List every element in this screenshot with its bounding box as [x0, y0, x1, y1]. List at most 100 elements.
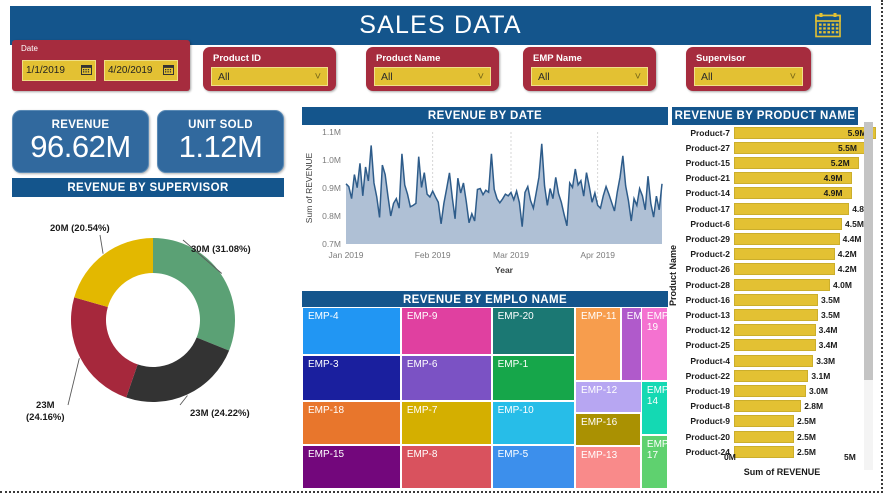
- slicer-label-product-name: Product Name: [376, 53, 441, 64]
- scrollbar-thumb[interactable]: [864, 122, 873, 380]
- bar-fill[interactable]: [734, 445, 794, 458]
- bar-fill[interactable]: [734, 308, 818, 321]
- bar-fill[interactable]: [734, 339, 816, 352]
- calendar-small-icon[interactable]: [81, 64, 92, 78]
- bar-fill[interactable]: [734, 187, 852, 200]
- bar-category-label: Product-27: [685, 142, 730, 153]
- treemap-cell[interactable]: EMP-15: [302, 445, 401, 489]
- date-end-field[interactable]: 4/20/2019: [104, 60, 178, 81]
- bar-fill[interactable]: [734, 217, 842, 230]
- bar-row[interactable]: Product-13 3.5M: [672, 308, 858, 321]
- treemap-cell-label: EMP-8: [406, 449, 438, 461]
- bar-row[interactable]: Product-25 3.4M: [672, 339, 858, 352]
- bar-row[interactable]: Product-4 3.3M: [672, 354, 858, 367]
- donut-slice[interactable]: [126, 337, 230, 402]
- bar-fill[interactable]: [734, 293, 818, 306]
- donut-chart-revenue-by-supervisor[interactable]: 30M (31.08%) 23M (24.22%) 23M (24.16%) 20M (…: [8, 200, 298, 450]
- chevron-down-icon[interactable]: ˅: [634, 70, 641, 83]
- treemap-cell[interactable]: EMP-11: [575, 307, 621, 381]
- treemap-cell[interactable]: EMP-3: [302, 355, 401, 401]
- bar-value-label: 3.5M: [821, 309, 840, 320]
- bar-fill[interactable]: [734, 172, 852, 185]
- treemap-cell[interactable]: EMP-10: [491, 400, 576, 446]
- bar-fill[interactable]: [734, 263, 835, 276]
- bar-fill[interactable]: [734, 202, 850, 215]
- bar-row[interactable]: Product-7 5.9M: [672, 126, 876, 139]
- treemap-cell[interactable]: EMP-7: [400, 400, 492, 446]
- slicer-product-name[interactable]: Product Name All ˅: [366, 47, 499, 91]
- area-line[interactable]: [345, 143, 663, 227]
- treemap-cell[interactable]: EMP-13: [575, 446, 641, 489]
- chevron-down-icon[interactable]: ˅: [477, 70, 484, 83]
- bar-row[interactable]: Product-27 5.5M: [672, 141, 866, 154]
- slicer-emp-name[interactable]: EMP Name All ˅: [523, 47, 656, 91]
- bar-fill[interactable]: [734, 126, 876, 139]
- treemap-cell[interactable]: EMP-8: [400, 445, 492, 489]
- vertical-scrollbar[interactable]: [864, 122, 873, 470]
- treemap-revenue-by-employee[interactable]: EMP-4EMP-9EMP-20EMP-11EMP-2EMP-3EMP-6EMP…: [302, 307, 668, 489]
- bar-row[interactable]: Product-26 4.2M: [672, 263, 858, 276]
- treemap-cell[interactable]: EMP-5: [491, 445, 576, 489]
- treemap-cell[interactable]: EMP-18: [302, 400, 401, 446]
- slicer-dropdown-supervisor[interactable]: All ˅: [694, 67, 803, 86]
- bar-row[interactable]: Product-16 3.5M: [672, 293, 858, 306]
- bar-row[interactable]: Product-12 3.4M: [672, 324, 858, 337]
- bar-row[interactable]: Product-22 3.1M: [672, 369, 858, 382]
- treemap-cell[interactable]: EMP-16: [575, 413, 641, 447]
- area-y-tick: 1.1M: [322, 127, 341, 137]
- bar-row[interactable]: Product-6 4.5M: [672, 217, 864, 230]
- treemap-cell[interactable]: EMP-20: [491, 307, 576, 356]
- treemap-cell-label: EMP-4: [308, 311, 339, 322]
- slicer-dropdown-product-name[interactable]: All ˅: [374, 67, 491, 86]
- bar-row[interactable]: Product-20 2.5M: [672, 430, 858, 443]
- bar-row[interactable]: Product-17 4.8M: [672, 202, 871, 215]
- bar-row[interactable]: Product-24 2.5M: [672, 445, 858, 458]
- treemap-cell-label: EMP-14: [646, 384, 668, 407]
- treemap-cell[interactable]: EMP-19: [640, 307, 668, 381]
- bar-fill[interactable]: [734, 232, 840, 245]
- chevron-down-icon[interactable]: ˅: [789, 70, 796, 83]
- donut-slice[interactable]: [74, 238, 153, 308]
- bar-value-label: 5.2M: [830, 157, 850, 168]
- bar-fill[interactable]: [734, 278, 830, 291]
- treemap-cell[interactable]: EMP-14: [640, 380, 668, 436]
- calendar-small-icon[interactable]: [163, 64, 174, 78]
- bar-row[interactable]: Product-2 4.2M: [672, 248, 858, 261]
- date-slicer[interactable]: Date 1/1/2019 4/20/2019: [12, 40, 190, 91]
- bar-fill[interactable]: [734, 400, 802, 413]
- bar-fill[interactable]: [734, 156, 859, 169]
- bar-fill[interactable]: [734, 369, 809, 382]
- bar-track: 4.2M: [734, 263, 858, 276]
- bar-category-label: Product-22: [685, 370, 730, 381]
- bar-row[interactable]: Product-14 4.9M: [672, 187, 858, 200]
- bar-fill[interactable]: [734, 324, 816, 337]
- slicer-dropdown-product-id[interactable]: All ˅: [211, 67, 328, 86]
- bar-row[interactable]: Product-15 5.2M: [672, 156, 859, 169]
- donut-slice[interactable]: [153, 238, 235, 351]
- bar-fill[interactable]: [734, 415, 794, 428]
- bar-chart-revenue-by-product[interactable]: Product-7 5.9M Product-27 5.5M Product-15 5.2…: [672, 126, 876, 486]
- treemap-cell[interactable]: EMP-1: [491, 355, 576, 401]
- treemap-cell[interactable]: EMP-9: [400, 307, 492, 356]
- bar-fill[interactable]: [734, 354, 814, 367]
- treemap-cell[interactable]: EMP-6: [400, 355, 492, 401]
- bar-row[interactable]: Product-9 2.5M: [672, 415, 858, 428]
- bar-row[interactable]: Product-8 2.8M: [672, 400, 858, 413]
- slicer-value-supervisor: All: [701, 70, 713, 83]
- donut-slice[interactable]: [70, 297, 138, 398]
- bar-row[interactable]: Product-28 4.0M: [672, 278, 858, 291]
- treemap-cell[interactable]: EMP-17: [640, 435, 668, 489]
- area-chart-revenue-by-date[interactable]: 0.7M 0.8M 0.9M 1.0M 1.1M Jan 2019 Feb 2019 Mar …: [302, 126, 668, 286]
- bar-row[interactable]: Product-21 4.9M: [672, 172, 858, 185]
- bar-row[interactable]: Product-29 4.4M: [672, 232, 862, 245]
- slicer-product-id[interactable]: Product ID All ˅: [203, 47, 336, 91]
- bar-fill[interactable]: [734, 430, 794, 443]
- bar-fill[interactable]: [734, 384, 806, 397]
- slicer-dropdown-emp-name[interactable]: All ˅: [531, 67, 648, 86]
- chevron-down-icon[interactable]: ˅: [314, 70, 321, 83]
- slicer-supervisor[interactable]: Supervisor All ˅: [686, 47, 811, 91]
- date-start-field[interactable]: 1/1/2019: [22, 60, 96, 81]
- bar-fill[interactable]: [734, 248, 835, 261]
- bar-row[interactable]: Product-19 3.0M: [672, 384, 858, 397]
- treemap-cell[interactable]: EMP-4: [302, 307, 401, 356]
